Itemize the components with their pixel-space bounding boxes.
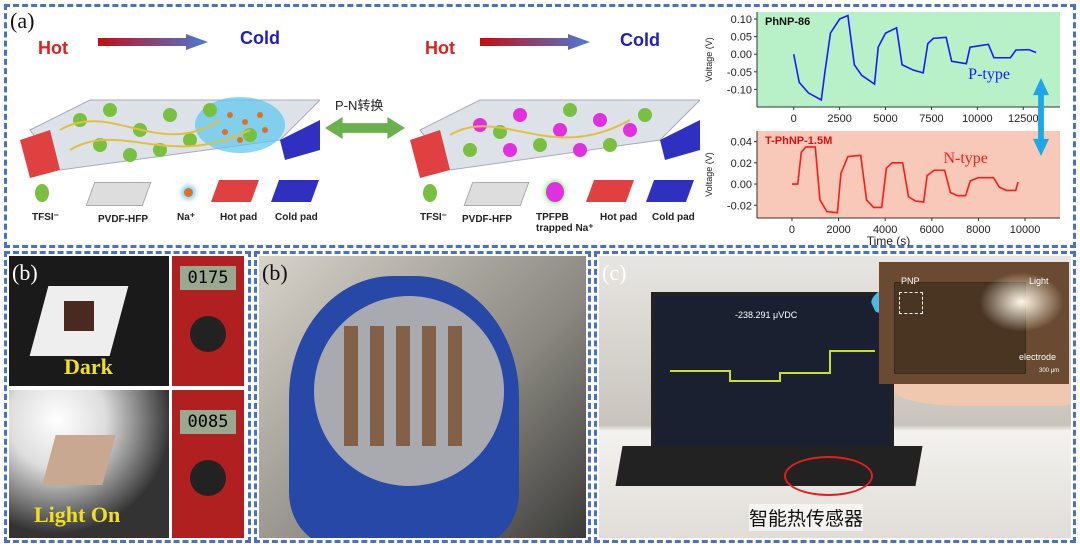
panel-a <box>4 4 1076 248</box>
panel-c-label: (c) <box>602 260 627 285</box>
tfsi-icon <box>423 184 437 202</box>
y-tick-label: 0.10 <box>731 14 752 26</box>
x-tick-label: 7500 <box>919 113 943 125</box>
legend-text: PVDF-HFP <box>462 214 512 225</box>
hot-pad-icon <box>210 180 260 202</box>
gradient-arrow <box>480 34 590 50</box>
y-tick-label: 0.02 <box>731 158 752 170</box>
pvdf-hfp-icon <box>85 182 152 206</box>
legend-text: Na⁺ <box>177 212 196 223</box>
cold-label: Cold <box>240 28 280 48</box>
x-tick-label: 12500 <box>1008 113 1039 125</box>
dark-caption: Dark <box>64 354 113 379</box>
y-axis-label: Voltage (V) <box>704 37 714 82</box>
device-illustration <box>410 99 700 178</box>
panel-b-label: (b) <box>12 260 38 285</box>
setup-photo: -238.291 μVDC 智能热传感器 PNP Light electrode… <box>599 256 1071 538</box>
legend-text: Hot pad <box>600 212 638 223</box>
x-tick-label: 10000 <box>1010 224 1041 236</box>
cold-pad-icon <box>270 180 320 202</box>
meter-display: 0085 <box>180 410 236 434</box>
microscope-inset: PNP Light electrode 300 μm <box>879 262 1069 384</box>
x-tick-label: 5000 <box>873 113 897 125</box>
chart-title: T-PhNP-1.5M <box>765 135 832 147</box>
cold-pad-icon <box>645 180 695 202</box>
legend-text: Cold pad <box>652 212 695 223</box>
tfsi-icon <box>35 184 49 202</box>
x-tick-label: 0 <box>789 224 795 236</box>
x-axis-label: Time (s) <box>867 234 911 246</box>
y-tick-label: 0.05 <box>731 32 752 44</box>
sensor-circle <box>784 456 873 496</box>
legend-text: TPFPB trapped Na⁺ <box>536 212 594 234</box>
x-tick-label: 2500 <box>827 113 851 125</box>
x-tick-label: 2000 <box>826 224 850 236</box>
gradient-arrow <box>98 34 208 50</box>
multimeter-bottom: 0085 <box>172 390 244 538</box>
y-tick-label: -0.02 <box>727 200 752 212</box>
device-illustration <box>20 97 320 178</box>
legend-text: PVDF-HFP <box>98 214 148 225</box>
pnp-label: PNP <box>901 276 920 286</box>
right-schematic: Hot Cold <box>410 20 700 190</box>
series-line <box>791 146 1019 214</box>
light-label: Light <box>1029 276 1049 286</box>
series-line <box>792 14 1037 102</box>
x-tick-label: 8000 <box>966 224 990 236</box>
panel-a-label: (a) <box>10 8 35 33</box>
legend-text: Hot pad <box>220 212 258 223</box>
caption-smart-sensor: 智能热传感器 <box>749 504 864 531</box>
voltage-charts: 0.10 0.05 0.00 -0.05 -0.10 0 2500 5000 7500 10000… <box>704 12 1060 246</box>
legend-text: TFSI⁻ <box>420 212 447 223</box>
panel-c <box>594 251 1076 543</box>
wafer <box>314 296 504 486</box>
conversion-label: P-N转换 <box>335 98 384 113</box>
panel-b-label-2: (b) <box>262 260 288 285</box>
pvdf-hfp-icon <box>463 182 530 206</box>
scale-bar-label: 300 μm <box>1039 368 1060 374</box>
legend-left: TFSI⁻ PVDF-HFP Na⁺ Hot pad Cold pad <box>30 180 330 240</box>
type-annotation: P-type <box>968 66 1010 83</box>
x-tick-label: 6000 <box>920 224 944 236</box>
laptop-screen: -238.291 μVDC <box>651 292 894 450</box>
panel-b-middle <box>254 251 591 543</box>
y-axis-label: Voltage (V) <box>704 152 714 197</box>
x-tick-label: 10000 <box>962 113 993 125</box>
y-tick-label: 0.04 <box>731 137 752 149</box>
multimeter-top: 0175 <box>172 256 244 386</box>
x-tick-label: 4000 <box>873 224 897 236</box>
left-schematic: Hot Cold <box>20 20 320 190</box>
hot-label: Hot <box>425 38 455 58</box>
y-tick-label: -0.05 <box>727 67 752 79</box>
chart-title: PhNP-86 <box>765 16 810 28</box>
na-icon <box>184 188 193 197</box>
tpfpb-na-icon <box>546 182 564 202</box>
dark-photo: Dark <box>9 256 169 386</box>
type-annotation: N-type <box>943 150 987 167</box>
y-tick-label: -0.10 <box>727 84 752 96</box>
hot-label: Hot <box>38 38 68 58</box>
light-on-photo: Light On <box>9 390 169 538</box>
light-on-caption: Light On <box>34 502 121 527</box>
screen-readout: -238.291 μVDC <box>735 310 798 320</box>
x-tick-label: 0 <box>791 113 797 125</box>
y-tick-label: 0.00 <box>731 179 752 191</box>
screen-trace <box>670 350 875 382</box>
meter-display: 0175 <box>180 266 236 290</box>
panel-b-left <box>4 251 251 543</box>
legend-right: TFSI⁻ PVDF-HFP TPFPB trapped Na⁺ Hot pad… <box>418 180 708 240</box>
electrode-label: electrode <box>1019 352 1057 362</box>
wafer-photo <box>259 256 586 538</box>
legend-text: TFSI⁻ <box>32 212 59 223</box>
legend-text: Cold pad <box>275 212 318 223</box>
plot-background <box>757 131 1060 218</box>
laptop-keyboard <box>615 446 923 486</box>
cold-label: Cold <box>620 30 660 50</box>
hot-pad-icon <box>585 180 635 202</box>
y-tick-label: 0.00 <box>731 49 752 61</box>
